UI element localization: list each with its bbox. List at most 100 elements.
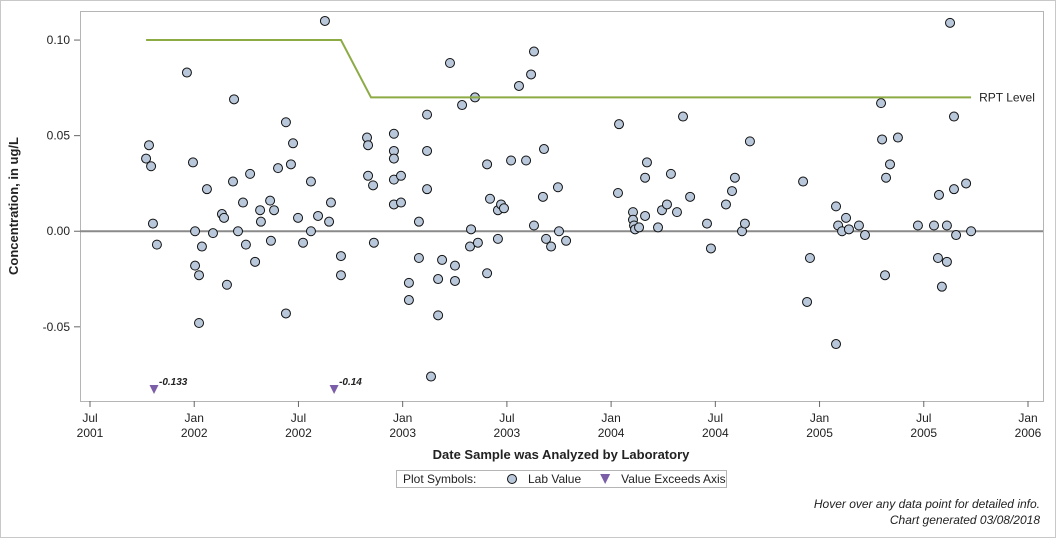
data-point[interactable] — [426, 371, 437, 382]
data-point[interactable] — [335, 251, 346, 262]
data-point[interactable] — [552, 182, 563, 193]
data-point[interactable] — [464, 241, 475, 252]
data-point[interactable] — [553, 226, 564, 237]
data-point[interactable] — [966, 226, 977, 237]
data-point[interactable] — [831, 201, 842, 212]
data-point[interactable] — [841, 212, 852, 223]
data-point[interactable] — [305, 226, 316, 237]
data-point[interactable] — [936, 281, 947, 292]
data-point[interactable] — [388, 153, 399, 164]
data-point[interactable] — [482, 268, 493, 279]
data-point[interactable] — [538, 144, 549, 155]
data-point[interactable] — [245, 168, 256, 179]
data-point[interactable] — [250, 256, 261, 267]
data-point[interactable] — [876, 98, 887, 109]
data-point[interactable] — [798, 176, 809, 187]
data-point[interactable] — [238, 197, 249, 208]
data-point[interactable] — [422, 145, 433, 156]
data-point[interactable] — [255, 205, 266, 216]
data-point[interactable] — [880, 270, 891, 281]
data-point[interactable] — [843, 224, 854, 235]
data-point[interactable] — [396, 170, 406, 181]
data-point[interactable] — [641, 157, 652, 168]
data-point[interactable] — [196, 241, 207, 252]
data-point[interactable] — [403, 277, 414, 288]
data-point[interactable] — [293, 212, 304, 223]
data-point[interactable] — [190, 226, 201, 237]
data-point[interactable] — [146, 161, 157, 172]
data-point[interactable] — [634, 222, 645, 233]
data-point[interactable] — [951, 230, 962, 241]
data-point[interactable] — [614, 119, 625, 130]
data-point[interactable] — [207, 228, 218, 239]
data-point[interactable] — [513, 80, 524, 91]
data-point[interactable] — [831, 339, 842, 350]
data-point[interactable] — [640, 210, 651, 221]
data-point[interactable] — [859, 230, 870, 241]
data-point[interactable] — [802, 296, 813, 307]
data-point[interactable] — [561, 235, 572, 246]
data-point[interactable] — [433, 310, 444, 321]
data-point[interactable] — [413, 253, 424, 263]
data-point[interactable] — [685, 191, 696, 202]
data-point[interactable] — [948, 111, 959, 122]
data-point[interactable] — [298, 237, 309, 248]
data-point[interactable] — [506, 155, 517, 166]
data-point[interactable] — [941, 220, 952, 231]
data-point[interactable] — [422, 184, 433, 195]
data-point[interactable] — [273, 163, 284, 174]
data-point[interactable] — [705, 243, 716, 254]
exceeds-marker[interactable] — [329, 385, 339, 394]
data-point[interactable] — [324, 216, 335, 227]
data-point[interactable] — [528, 46, 539, 57]
data-point[interactable] — [528, 220, 539, 231]
exceeds-marker[interactable] — [149, 385, 159, 394]
data-point[interactable] — [363, 140, 374, 151]
data-point[interactable] — [194, 270, 205, 281]
data-point[interactable] — [941, 256, 952, 267]
data-point[interactable] — [265, 235, 276, 246]
data-point[interactable] — [933, 189, 944, 200]
data-point[interactable] — [147, 218, 158, 229]
data-point[interactable] — [948, 184, 959, 195]
data-point[interactable] — [541, 233, 552, 244]
data-point[interactable] — [729, 172, 740, 183]
data-point[interactable] — [285, 159, 296, 170]
data-point[interactable] — [288, 138, 299, 149]
data-point[interactable] — [885, 159, 896, 170]
data-point[interactable] — [194, 318, 205, 328]
data-point[interactable] — [877, 134, 888, 145]
data-point[interactable] — [143, 140, 154, 151]
data-point[interactable] — [265, 195, 276, 206]
data-point[interactable] — [546, 241, 557, 252]
data-point[interactable] — [280, 117, 291, 128]
data-point[interactable] — [945, 17, 956, 28]
data-point[interactable] — [280, 308, 291, 319]
data-point[interactable] — [961, 178, 972, 189]
data-point[interactable] — [720, 199, 731, 210]
data-point[interactable] — [537, 191, 548, 202]
data-point[interactable] — [229, 94, 240, 105]
data-point[interactable] — [678, 111, 689, 122]
data-point[interactable] — [151, 239, 162, 250]
data-point[interactable] — [521, 155, 532, 166]
data-point[interactable] — [368, 180, 379, 191]
data-point[interactable] — [219, 212, 230, 223]
data-point[interactable] — [449, 260, 460, 271]
data-point[interactable] — [141, 153, 152, 164]
data-point[interactable] — [335, 270, 346, 281]
data-point[interactable] — [305, 176, 316, 187]
data-point[interactable] — [526, 69, 537, 80]
data-point[interactable] — [665, 168, 676, 179]
data-point[interactable] — [739, 218, 750, 229]
data-point[interactable] — [240, 239, 251, 250]
data-point[interactable] — [661, 199, 672, 210]
data-point[interactable] — [653, 222, 664, 233]
data-point[interactable] — [325, 197, 336, 208]
data-point[interactable] — [201, 184, 212, 195]
data-point[interactable] — [368, 237, 379, 248]
data-point[interactable] — [221, 279, 232, 290]
data-point[interactable] — [422, 109, 433, 120]
data-point[interactable] — [227, 176, 238, 187]
data-point[interactable] — [388, 128, 399, 139]
